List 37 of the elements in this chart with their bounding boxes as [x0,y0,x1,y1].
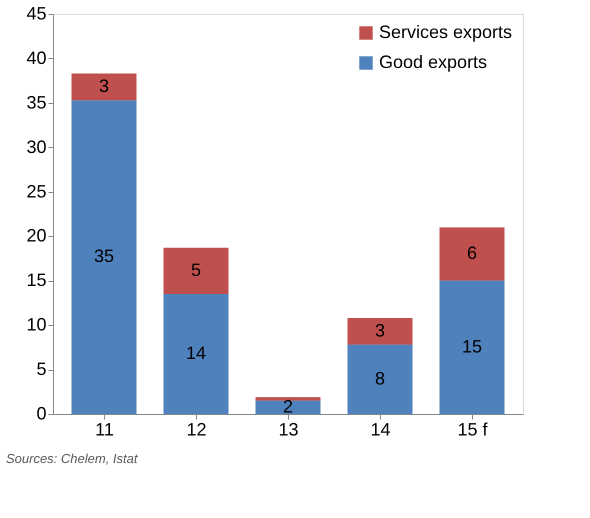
data-label: 3 [98,76,110,96]
x-tick-label: 15 f [457,420,489,440]
legend-label: Services exports [379,22,512,42]
y-tick-label: 10 [26,314,46,335]
bar [348,344,412,414]
y-tick-label: 35 [26,92,46,112]
y-tick-label: 40 [26,48,46,68]
data-label: 8 [374,368,386,388]
data-label: 5 [190,260,202,280]
x-tick-label: 12 [186,420,207,440]
bar [348,318,412,345]
data-label: 15 [462,336,482,356]
y-tick-label: 20 [26,226,46,246]
bar [440,280,504,414]
bar [256,397,320,401]
x-tick-label: 11 [95,420,114,440]
y-tick-label: 45 [26,4,46,24]
data-label: 35 [94,246,114,266]
y-tick-label: 0 [36,404,46,424]
y-tick-label: 30 [26,136,46,157]
bar [164,248,228,294]
data-label: 2 [282,396,294,416]
bar [72,100,136,414]
bar [256,400,320,414]
source-note: Sources: Chelem, Istat [6,451,139,466]
x-tick-label: 13 [278,420,299,440]
x-tick-label: 14 [370,420,391,440]
legend-label: Good exports [379,52,488,72]
bar [72,74,136,100]
data-label: 14 [186,343,206,363]
data-label: 3 [374,320,386,340]
y-tick-label: 15 [26,270,46,290]
bar [440,227,504,281]
y-tick-label: 5 [36,359,46,380]
data-label: 6 [466,243,478,263]
bar [164,294,228,414]
y-tick-label: 25 [26,181,46,202]
